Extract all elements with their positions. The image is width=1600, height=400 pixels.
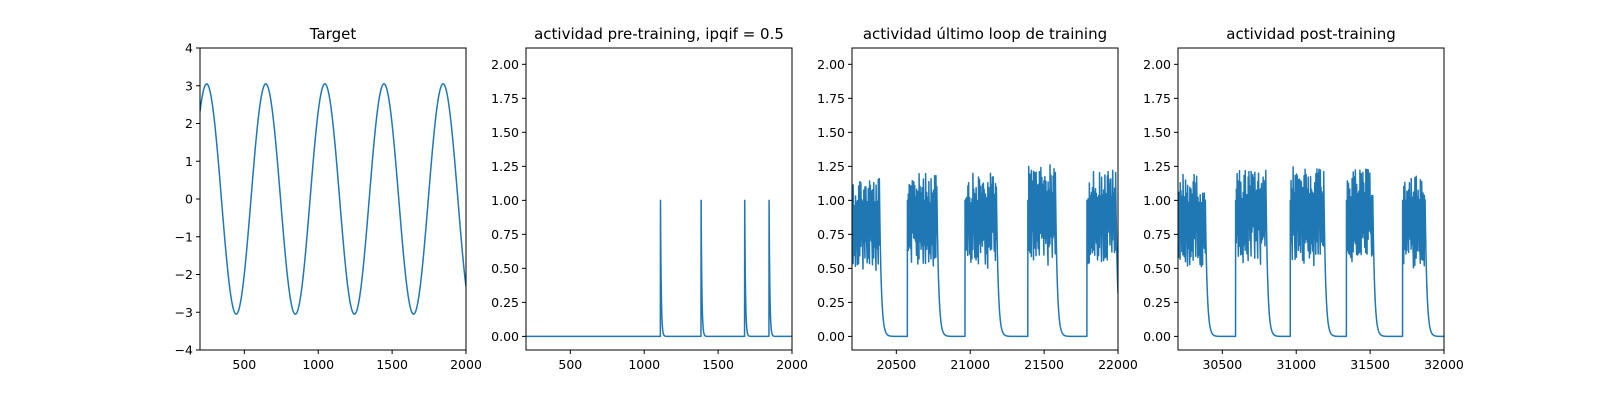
y-tick-label: 4 — [185, 41, 193, 56]
y-tick-label: 2.00 — [817, 57, 845, 72]
chart-title: actividad post-training — [1226, 25, 1395, 43]
x-tick-label: 20500 — [876, 357, 916, 372]
x-tick-label: 1500 — [702, 357, 734, 372]
y-tick-label: 1.50 — [1143, 125, 1171, 140]
y-tick-label: 1.25 — [491, 159, 519, 174]
chart-panel-1: Target −4 −3 −2 −1 0 1 2 3 4 500 1000 1500 2000 — [175, 25, 482, 372]
y-tick-label: 1.00 — [1143, 193, 1171, 208]
y-tick-label: 0.00 — [491, 329, 519, 344]
y-tick-label: 1.50 — [491, 125, 519, 140]
y-tick-label: 0.50 — [491, 261, 519, 276]
series-line-1 — [526, 199, 792, 338]
x-tick-label: 21500 — [1024, 357, 1064, 372]
y-tick-label: 2.00 — [491, 57, 519, 72]
y-tick-label: 2.00 — [1143, 57, 1171, 72]
x-tick-label: 1000 — [628, 357, 660, 372]
plot-frame — [199, 47, 467, 351]
y-tick-label: 1.00 — [817, 193, 845, 208]
x-tick-label: 1000 — [302, 357, 334, 372]
y-tick-label: 0.75 — [1143, 227, 1171, 242]
chart-panel-2: actividad pre-training, ipqif = 0.5 0.00 0… — [491, 25, 808, 372]
chart-title: actividad último loop de training — [863, 25, 1107, 43]
y-tick-label: −3 — [175, 305, 193, 320]
y-tick-label: 1.00 — [491, 193, 519, 208]
x-tick-label: 31500 — [1350, 357, 1390, 372]
x-tick-label: 31000 — [1276, 357, 1316, 372]
y-tick-label: 3 — [185, 78, 193, 93]
plot-frame — [525, 47, 793, 351]
y-tick-label: 0.50 — [1143, 261, 1171, 276]
x-tick-label: 2000 — [450, 357, 482, 372]
y-tick-label: 0.00 — [1143, 329, 1171, 344]
y-tick-label: 1.25 — [1143, 159, 1171, 174]
x-tick-label: 32000 — [1424, 357, 1464, 372]
y-tick-label: −1 — [175, 229, 193, 244]
y-tick-label: 0.75 — [491, 227, 519, 242]
plot-frame — [851, 47, 1119, 351]
y-tick-label: 1.75 — [491, 91, 519, 106]
x-tick-label: 30500 — [1202, 357, 1242, 372]
y-tick-label: 1.50 — [817, 125, 845, 140]
x-tick-label: 21000 — [950, 357, 990, 372]
y-tick-label: 0.25 — [491, 295, 519, 310]
y-tick-label: 0.25 — [1143, 295, 1171, 310]
y-tick-label: 0.50 — [817, 261, 845, 276]
y-tick-label: 1 — [185, 154, 193, 169]
plot-frame — [1177, 47, 1445, 351]
chart-title: Target — [309, 25, 357, 43]
chart-title: actividad pre-training, ipqif = 0.5 — [534, 25, 784, 43]
y-tick-label: 1.75 — [1143, 91, 1171, 106]
x-tick-label: 1500 — [376, 357, 408, 372]
y-tick-label: 0.25 — [817, 295, 845, 310]
y-tick-label: −4 — [175, 343, 193, 358]
x-tick-label: 22000 — [1098, 357, 1138, 372]
y-tick-label: 1.75 — [817, 91, 845, 106]
chart-panel-4: actividad post-training 0.00 0.25 0.50 0.75 1… — [1143, 25, 1464, 372]
chart-panel-3: actividad último loop de training 0.00 0.2… — [817, 25, 1138, 372]
y-tick-label: 2 — [185, 116, 193, 131]
y-tick-label: −2 — [175, 267, 193, 282]
series-line-1 — [200, 83, 466, 315]
y-tick-label: 1.25 — [817, 159, 845, 174]
y-tick-label: 0 — [185, 192, 193, 207]
y-tick-label: 0.00 — [817, 329, 845, 344]
y-tick-label: 0.75 — [817, 227, 845, 242]
x-tick-label: 500 — [232, 357, 256, 372]
series-line-1 — [1178, 166, 1444, 338]
x-tick-label: 500 — [558, 357, 582, 372]
series-line-1 — [852, 164, 1118, 338]
x-tick-label: 2000 — [776, 357, 808, 372]
